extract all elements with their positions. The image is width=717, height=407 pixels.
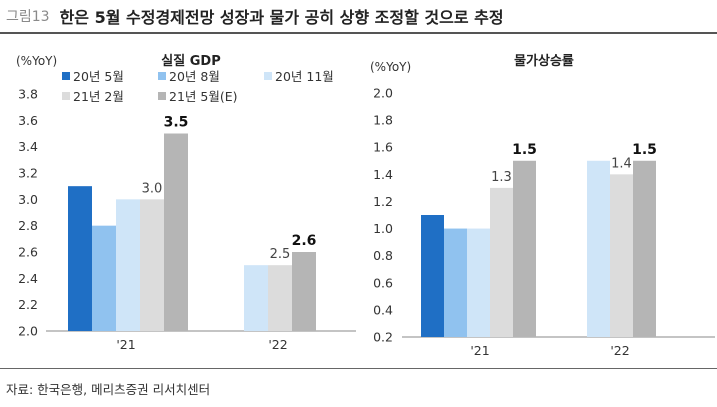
chart-1-x-tick-label: '22 [610,343,629,358]
source-note: 자료: 한국은행, 메리츠증권 리서치센터 [6,381,211,397]
chart-1-data-label: 1.5 [632,142,657,158]
chart-0-ytick-label: 3.6 [18,113,38,128]
chart-1-title: 물가상승률 [514,54,574,69]
chart-1-ytick-label: 1.6 [373,140,393,155]
chart-1-data-label: 1.3 [491,170,512,185]
chart-1-ytick-label: 2.0 [373,86,393,101]
chart-1-bar [467,228,490,337]
chart-1-ytick-label: 1.0 [373,221,393,236]
chart-0-ytick-label: 3.4 [18,139,38,154]
chart-1-bar [444,228,467,337]
chart-0-data-label: 2.5 [270,247,291,262]
chart-1-ytick-label: 1.4 [373,167,393,182]
chart-0-ytick-label: 2.0 [18,324,38,339]
chart-1-bar [513,160,536,337]
chart-1-ytick-label: 0.4 [373,302,393,317]
chart-1-ytick-label: 0.2 [373,330,393,345]
chart-0-ytick-label: 3.2 [18,166,38,181]
chart-0-data-label: 2.6 [292,233,317,249]
chart-0-bar [268,265,292,331]
chart-1-ytick-label: 0.8 [373,248,393,263]
chart-1-bar [421,215,444,337]
figure-title: 한은 5월 수정경제전망 성장과 물가 공히 상향 조정할 것으로 추정 [59,8,504,27]
chart-0-data-label: 3.5 [164,115,189,131]
chart-0-legend-swatch [158,92,166,100]
chart-0-x-tick-label: '21 [116,337,135,352]
chart-0-bar [92,225,116,331]
chart-1-x-tick-label: '21 [470,343,489,358]
chart-0-bar [244,265,268,331]
chart-0-legend-swatch [264,72,272,80]
gdp-chart: (%YoY) 실질 GDP 2.0 2.2 2.4 2.6 2.8 3.0 3.2 3.4 3.6 3… [16,53,356,352]
chart-0-title: 실질 GDP [161,53,220,69]
chart-0-legend-swatch [62,72,70,80]
figure-header: 그림13 한은 5월 수정경제전망 성장과 물가 공히 상향 조정할 것으로 추… [0,0,717,34]
chart-1-ytick-label: 1.8 [373,113,393,128]
chart-1-ytick-label: 1.2 [373,194,393,209]
chart-0-ytick-label: 2.6 [18,245,38,260]
chart-1-data-label: 1.5 [512,142,537,158]
chart-0-bar [140,199,164,331]
chart-0-bar [292,252,316,331]
chart-0-legend-label: 20년 5월 [73,69,124,84]
chart-0-ytick-label: 2.8 [18,218,38,233]
chart-0-bar [164,133,188,331]
chart-0-bar [116,199,140,331]
chart-0-legend-label: 20년 8월 [169,69,220,84]
chart-0-data-label: 3.0 [142,181,163,196]
chart-0-x-tick-label: '22 [268,337,287,352]
chart-1-bar [610,174,633,337]
chart-0-ytick-label: 2.4 [18,271,38,286]
chart-1-bar [633,160,656,337]
chart-1-data-label: 1.4 [611,156,632,171]
chart-1-bar [490,187,513,337]
chart-1-ytick-label: 0.6 [373,275,393,290]
chart-1-bar [587,160,610,337]
chart-0-ytick-label: 3.8 [18,87,38,102]
figure-footer: 자료: 한국은행, 메리츠증권 리서치센터 [0,368,717,407]
inflation-chart: (%YoY) 물가상승률 0.2 0.4 0.6 0.8 1.0 1.2 1.4 1.6 1.8 2.… [370,54,715,358]
chart-0-legend-swatch [62,92,70,100]
chart-0-bar [68,186,92,331]
chart-0-legend-label: 21년 2월 [73,89,124,104]
chart-1-ylabel: (%YoY) [370,60,411,74]
chart-0-ytick-label: 2.2 [18,297,38,312]
chart-0-legend-label: 21년 5월(E) [169,89,237,104]
chart-0-ylabel: (%YoY) [16,54,57,68]
chart-0-legend-swatch [158,72,166,80]
chart-0-ytick-label: 3.0 [18,192,38,207]
figure-label: 그림13 [6,9,50,25]
chart-0-legend-label: 20년 11월 [275,69,334,84]
